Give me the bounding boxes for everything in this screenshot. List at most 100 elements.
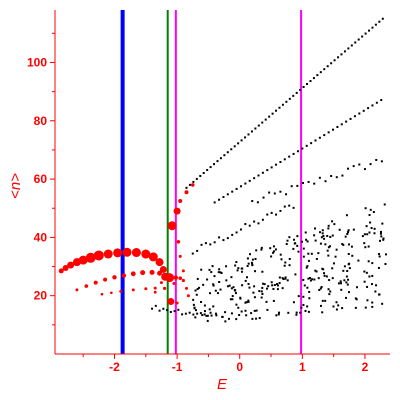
red-point — [175, 301, 179, 305]
red-point — [110, 291, 113, 295]
black-point — [206, 314, 209, 317]
black-point — [304, 231, 307, 234]
black-point — [303, 284, 306, 287]
black-point — [257, 124, 260, 127]
black-point — [253, 285, 256, 288]
black-point — [328, 279, 331, 282]
black-point — [317, 277, 320, 280]
red-point — [84, 284, 89, 288]
black-point — [370, 283, 373, 286]
black-point — [371, 104, 374, 107]
black-point — [292, 247, 295, 250]
black-point — [219, 271, 222, 274]
black-point — [378, 253, 381, 256]
black-point — [308, 297, 311, 300]
black-point — [237, 142, 240, 145]
black-point — [367, 245, 370, 248]
black-point — [206, 319, 209, 322]
black-point — [333, 223, 336, 226]
black-point — [296, 235, 299, 238]
black-point — [192, 303, 195, 306]
black-point — [292, 206, 295, 209]
black-point — [212, 284, 215, 287]
black-point — [235, 261, 238, 264]
black-point — [358, 112, 361, 115]
black-point — [272, 245, 275, 248]
black-point — [367, 260, 370, 263]
black-point — [292, 301, 295, 304]
black-point — [345, 281, 348, 284]
black-point — [253, 220, 256, 223]
red-point — [153, 286, 157, 290]
black-point — [319, 242, 322, 245]
black-point — [208, 308, 211, 311]
black-point — [279, 161, 282, 164]
black-point — [306, 240, 309, 243]
red-point — [103, 277, 108, 282]
black-point — [321, 267, 324, 270]
black-point — [346, 269, 349, 272]
black-point — [210, 314, 213, 317]
red-point — [113, 248, 123, 258]
black-point — [253, 309, 256, 312]
black-point — [326, 234, 329, 237]
black-point — [244, 279, 247, 282]
black-point — [314, 239, 317, 242]
black-point — [324, 243, 327, 246]
black-point — [241, 267, 244, 270]
black-point — [192, 298, 195, 301]
black-point — [240, 139, 243, 142]
black-point — [296, 150, 299, 153]
black-point — [354, 306, 357, 309]
black-point — [313, 182, 316, 185]
black-point — [246, 257, 249, 260]
black-point — [384, 253, 387, 256]
black-point — [294, 273, 297, 276]
black-point — [268, 191, 271, 194]
x-axis-label: E — [217, 376, 228, 393]
black-point — [378, 20, 381, 23]
black-point — [306, 286, 309, 289]
black-point — [226, 237, 229, 240]
black-point — [379, 239, 382, 242]
black-point — [313, 278, 316, 281]
red-point — [162, 286, 167, 291]
black-point — [327, 246, 330, 249]
red-point — [85, 252, 96, 263]
black-point — [340, 288, 343, 291]
red-point — [159, 265, 167, 273]
black-point — [226, 193, 229, 196]
black-point — [206, 169, 209, 172]
black-point — [202, 283, 205, 286]
black-point — [213, 201, 216, 204]
black-point — [305, 238, 308, 241]
black-point — [234, 264, 237, 267]
black-point — [278, 282, 281, 285]
black-point — [323, 274, 326, 277]
black-point — [265, 287, 268, 290]
black-point — [248, 224, 251, 227]
red-point — [93, 250, 104, 261]
black-point — [221, 315, 224, 318]
black-point — [272, 250, 275, 253]
black-point — [184, 312, 187, 315]
y-tick-label: 20 — [34, 289, 48, 303]
black-point — [370, 226, 373, 229]
black-point — [314, 269, 317, 272]
black-point — [371, 274, 374, 277]
black-point — [337, 282, 340, 285]
black-point — [341, 307, 344, 310]
red-point — [178, 276, 183, 281]
x-tick-label: 0 — [236, 360, 243, 374]
black-point — [271, 284, 274, 287]
red-point — [131, 248, 141, 258]
black-point — [232, 286, 235, 289]
black-point — [304, 309, 307, 312]
black-point — [361, 35, 364, 38]
black-point — [302, 295, 305, 298]
red-point — [130, 271, 136, 277]
black-point — [230, 312, 233, 315]
black-point — [219, 288, 222, 291]
black-point — [313, 234, 316, 237]
black-point — [285, 193, 288, 196]
